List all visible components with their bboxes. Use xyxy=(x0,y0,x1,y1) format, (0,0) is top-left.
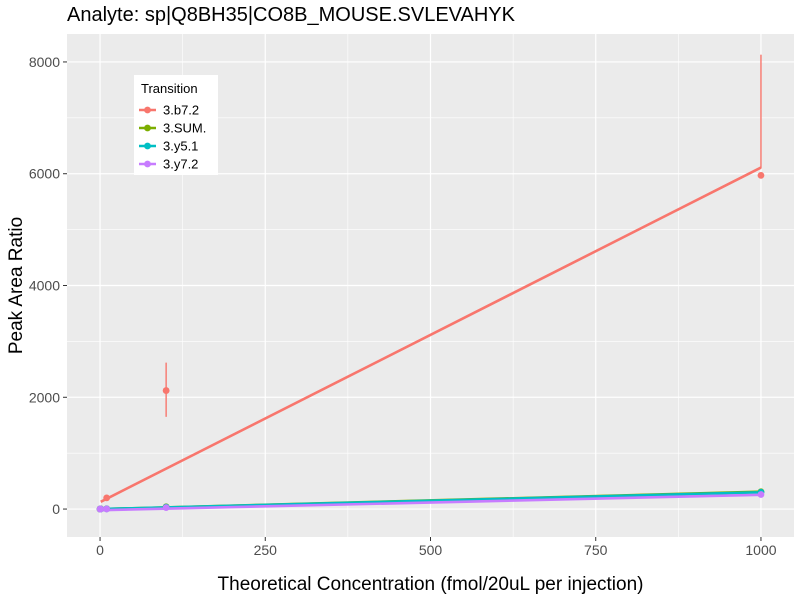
chart-title: Analyte: sp|Q8BH35|CO8B_MOUSE.SVLEVAHYK xyxy=(67,4,516,26)
data-point xyxy=(757,491,765,498)
y-tick-label: 8000 xyxy=(29,54,60,70)
fit-line xyxy=(100,490,761,511)
legend-label: 3.b7.2 xyxy=(163,103,199,118)
y-tick-label: 4000 xyxy=(29,278,60,294)
x-tick-label: 250 xyxy=(254,542,278,558)
legend-key-point xyxy=(144,160,151,168)
y-axis-title: Peak Area Ratio xyxy=(6,217,27,354)
x-tick-label: 0 xyxy=(96,542,104,558)
legend-label: 3.y5.1 xyxy=(163,139,198,154)
fit-line xyxy=(100,493,761,512)
fit-line xyxy=(100,166,762,503)
x-axis-title: Theoretical Concentration (fmol/20uL per… xyxy=(218,574,644,595)
y-tick-label: 2000 xyxy=(29,389,60,405)
legend-label: 3.y7.2 xyxy=(163,157,198,172)
x-axis: 0 250 500 750 1000 xyxy=(96,537,777,558)
data-point xyxy=(757,171,765,179)
legend-key-point xyxy=(144,142,151,150)
data-points xyxy=(96,171,765,513)
legend-key-point xyxy=(144,124,151,132)
legend-label: 3.SUM. xyxy=(163,121,206,136)
major-gridlines xyxy=(67,34,794,537)
x-tick-label: 750 xyxy=(584,542,608,558)
y-tick-label: 0 xyxy=(52,501,60,517)
legend-title: Transition xyxy=(141,81,198,96)
x-tick-label: 1000 xyxy=(745,542,776,558)
legend-key-point xyxy=(144,106,151,114)
y-axis: 0 2000 4000 6000 8000 xyxy=(29,54,67,517)
data-point xyxy=(103,505,111,513)
y-tick-label: 6000 xyxy=(29,166,60,182)
data-point xyxy=(97,505,105,513)
data-point xyxy=(103,494,111,502)
x-tick-label: 500 xyxy=(419,542,443,558)
data-point xyxy=(162,504,170,512)
data-point xyxy=(162,387,170,394)
fit-lines xyxy=(100,166,762,512)
legend: Transition 3.b7.2 3.SUM. 3.y5.1 3.y7.2 xyxy=(134,75,218,175)
